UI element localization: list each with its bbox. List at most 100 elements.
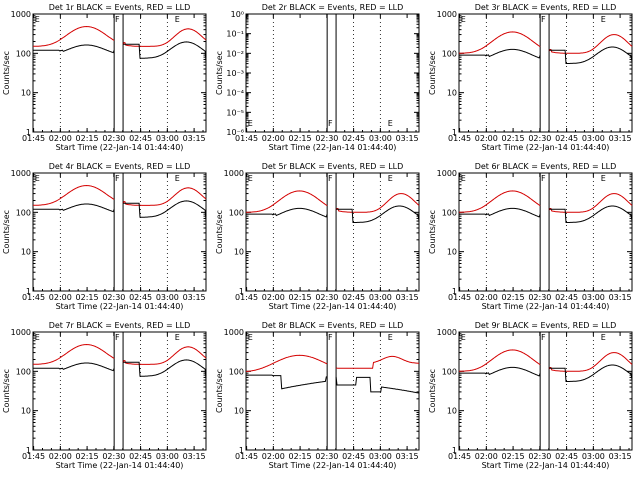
y-tick-label: 1 — [239, 446, 244, 455]
segment-marker: F — [115, 15, 120, 24]
x-tick-label: 02:00 — [49, 134, 72, 143]
y-tick-label: 1 — [452, 287, 457, 296]
x-axis-label: Start Time (22-Jan-14 01:44:40) — [482, 302, 610, 311]
panel-title: Det 2r BLACK = Events, RED = LLD — [262, 3, 404, 12]
y-tick-label: 100 — [442, 49, 457, 58]
x-tick-label: 02:45 — [342, 293, 365, 302]
y-tick-label: 10⁰ — [231, 10, 244, 19]
x-tick-label: 03:15 — [396, 452, 419, 461]
segment-marker: E — [248, 119, 253, 128]
plot-frame — [32, 331, 207, 451]
lld-series-line — [459, 31, 633, 54]
y-tick-label: 1 — [239, 287, 244, 296]
x-tick-label: 02:30 — [315, 134, 338, 143]
y-tick-label: 100 — [442, 367, 457, 376]
lld-series-line — [33, 343, 207, 365]
y-tick-label: 1000 — [437, 10, 457, 19]
lld-series-line — [459, 349, 633, 372]
y-tick-label: 10 — [21, 248, 31, 257]
panel-det-2: Det 2r BLACK = Events, RED = LLD 01:45 02:… — [215, 3, 420, 152]
x-tick-label: 02:15 — [289, 134, 312, 143]
x-tick-label: 02:30 — [528, 134, 551, 143]
plot-frame — [32, 172, 207, 292]
x-tick-label: 02:15 — [502, 134, 525, 143]
x-tick-label: 02:15 — [289, 452, 312, 461]
x-axis-label: Start Time (22-Jan-14 01:44:40) — [269, 461, 397, 470]
y-tick-label: 1000 — [224, 169, 244, 178]
segment-marker: F — [328, 119, 333, 128]
panel-title: Det 8r BLACK = Events, RED = LLD — [262, 321, 404, 330]
y-axis-label: Counts/sec — [428, 369, 437, 413]
y-tick-label: 100 — [16, 367, 31, 376]
x-tick-label: 02:15 — [289, 293, 312, 302]
events-series-line — [246, 374, 420, 394]
y-tick-label: 100 — [442, 208, 457, 217]
y-tick-label: 1 — [452, 128, 457, 137]
x-tick-label: 02:00 — [49, 293, 72, 302]
y-tick-label: 1000 — [437, 328, 457, 337]
x-tick-label: 01:45 — [448, 134, 471, 143]
events-series-line — [459, 364, 633, 382]
x-tick-label: 02:45 — [555, 452, 578, 461]
x-tick-label: 02:30 — [315, 452, 338, 461]
x-tick-label: 03:15 — [609, 293, 632, 302]
panel-det-7: Det 7r BLACK = Events, RED = LLD 01:45 02:… — [2, 321, 207, 470]
y-tick-label: 10 — [447, 89, 457, 98]
y-tick-label: 10 — [447, 248, 457, 257]
x-tick-label: 02:45 — [555, 134, 578, 143]
x-tick-label: 03:00 — [369, 293, 392, 302]
plot-frame — [245, 13, 420, 133]
segment-marker: F — [115, 333, 120, 342]
y-tick-label: 10 — [234, 407, 244, 416]
x-tick-label: 02:00 — [262, 134, 285, 143]
segment-marker: E — [175, 174, 180, 183]
segment-marker: E — [388, 333, 393, 342]
y-axis-label: Counts/sec — [2, 210, 11, 254]
x-axis-label: Start Time (22-Jan-14 01:44:40) — [56, 143, 184, 152]
plot-frame — [245, 172, 420, 292]
segment-marker: E — [601, 333, 606, 342]
segment-marker: E — [248, 174, 253, 183]
segment-marker: E — [601, 174, 606, 183]
x-tick-label: 02:00 — [475, 452, 498, 461]
x-axis-label: Start Time (22-Jan-14 01:44:40) — [482, 143, 610, 152]
segment-marker: E — [388, 119, 393, 128]
events-series-line — [33, 41, 207, 63]
y-tick-label: 10⁻² — [226, 49, 244, 58]
events-series-line — [459, 46, 633, 64]
x-tick-label: 01:45 — [22, 134, 45, 143]
y-tick-label: 100 — [16, 49, 31, 58]
segment-marker: F — [541, 15, 546, 24]
x-tick-label: 02:15 — [76, 134, 99, 143]
y-tick-label: 1 — [26, 446, 31, 455]
y-tick-label: 10 — [234, 248, 244, 257]
x-tick-label: 03:00 — [156, 293, 179, 302]
y-tick-label: 10⁻³ — [226, 69, 244, 78]
y-tick-label: 10⁻⁶ — [226, 128, 244, 137]
x-tick-label: 02:30 — [528, 293, 551, 302]
y-tick-label: 1 — [452, 446, 457, 455]
x-tick-label: 02:30 — [528, 452, 551, 461]
x-tick-label: 02:45 — [555, 293, 578, 302]
lld-series-line — [245, 354, 419, 372]
x-tick-label: 02:00 — [475, 293, 498, 302]
y-axis-label: Counts/sec — [215, 210, 224, 254]
events-series-line — [33, 359, 207, 381]
x-tick-label: 01:45 — [448, 293, 471, 302]
lld-series-line — [33, 184, 207, 206]
y-tick-label: 1000 — [437, 169, 457, 178]
x-tick-label: 03:00 — [582, 134, 605, 143]
plot-frame — [32, 13, 207, 133]
events-series-line — [33, 200, 207, 222]
y-tick-label: 100 — [229, 367, 244, 376]
plot-frame — [458, 172, 633, 292]
y-axis-label: Counts/sec — [215, 369, 224, 413]
y-tick-label: 10 — [21, 89, 31, 98]
y-tick-label: 100 — [16, 208, 31, 217]
lld-series-line — [459, 190, 633, 213]
x-tick-label: 03:00 — [582, 452, 605, 461]
y-axis-label: Counts/sec — [428, 210, 437, 254]
x-tick-label: 01:45 — [22, 452, 45, 461]
x-tick-label: 01:45 — [22, 293, 45, 302]
